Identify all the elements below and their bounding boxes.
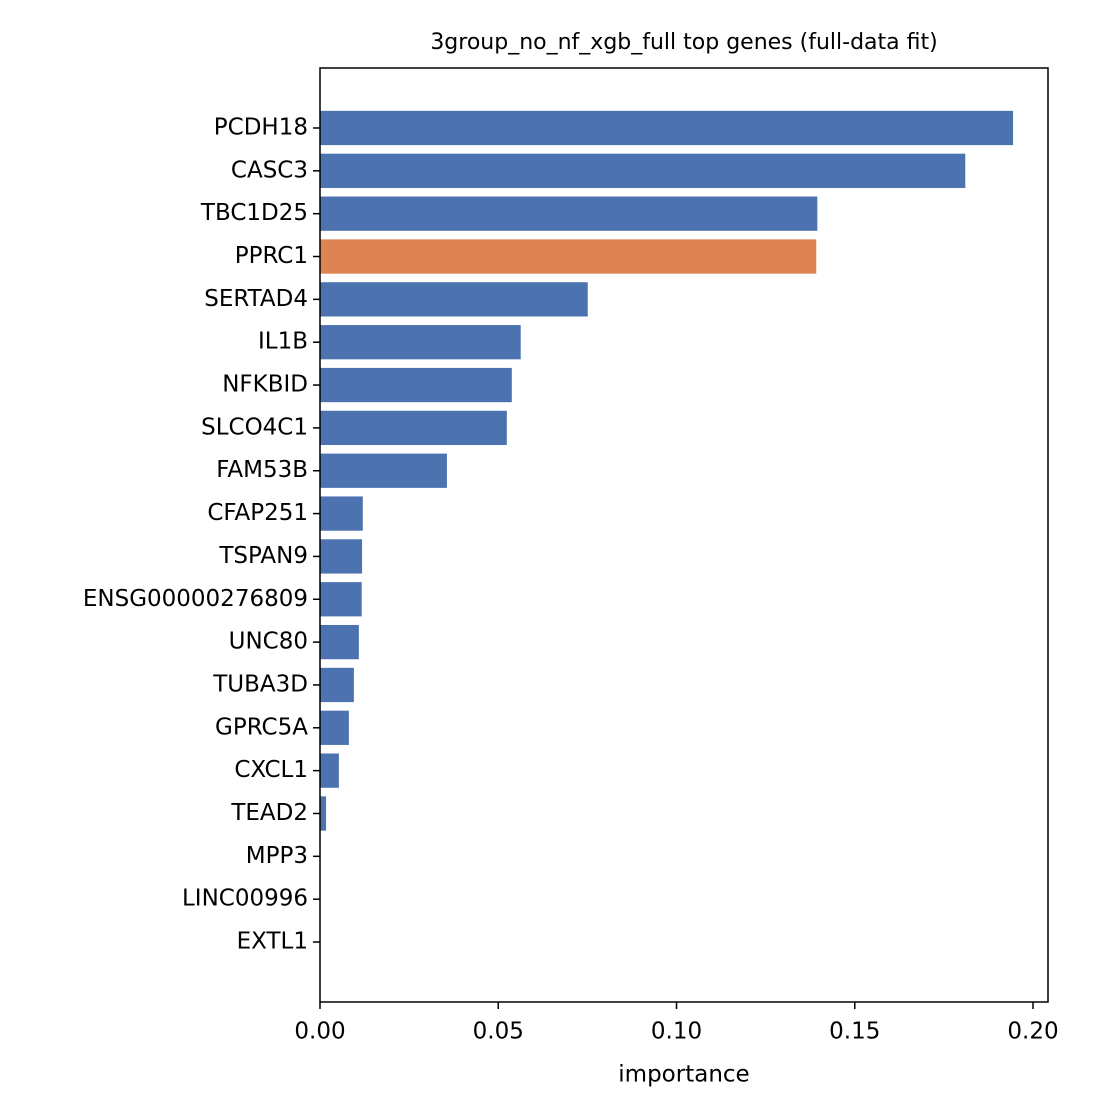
y-tick-label: UNC80 (229, 629, 308, 655)
y-tick-label: SERTAD4 (204, 286, 308, 312)
y-tick-label: TUBA3D (212, 671, 308, 697)
bar (320, 667, 354, 703)
y-tick-label: TEAD2 (230, 800, 308, 826)
x-axis-label: importance (618, 1062, 749, 1088)
bar (320, 282, 588, 317)
y-tick-label: LINC00996 (182, 886, 308, 912)
bar (320, 539, 363, 574)
y-tick-label: NFKBID (222, 372, 308, 398)
bar (320, 582, 362, 617)
bar (320, 753, 339, 788)
y-tick-label: PPRC1 (235, 243, 308, 269)
plot-frame (319, 67, 1049, 1003)
x-tick-label: 0.05 (473, 1019, 524, 1045)
y-tick-label: CFAP251 (207, 500, 308, 526)
x-tick-label: 0.00 (294, 1019, 345, 1045)
bar (320, 196, 818, 231)
y-tick-label: TSPAN9 (218, 543, 308, 569)
y-tick-label: SLCO4C1 (201, 414, 308, 440)
y-tick-label: GPRC5A (215, 714, 308, 740)
bar (320, 710, 349, 745)
y-tick-label: PCDH18 (214, 114, 308, 140)
bar (320, 325, 521, 360)
bar (320, 153, 966, 188)
y-tick-label: TBC1D25 (200, 200, 308, 226)
chart-title: 3group_no_nf_xgb_full top genes (full-da… (430, 30, 937, 55)
y-tick-label: IL1B (258, 329, 308, 355)
bar (320, 453, 447, 488)
x-tick-label: 0.10 (651, 1019, 702, 1045)
bar (320, 239, 817, 274)
bar (320, 367, 512, 403)
x-tick-label: 0.20 (1007, 1019, 1058, 1045)
y-tick-label: EXTL1 (237, 929, 308, 955)
y-tick-label: CASC3 (231, 157, 308, 183)
bar (320, 624, 359, 660)
y-tick-label: CXCL1 (234, 757, 308, 783)
bar (320, 796, 327, 831)
y-tick-label: FAM53B (216, 457, 308, 483)
bar (320, 410, 507, 446)
y-tick-label: ENSG00000276809 (83, 586, 308, 612)
y-tick-label: MPP3 (246, 843, 308, 869)
bar (320, 496, 363, 531)
bar (320, 110, 1014, 146)
x-tick-label: 0.15 (829, 1019, 880, 1045)
